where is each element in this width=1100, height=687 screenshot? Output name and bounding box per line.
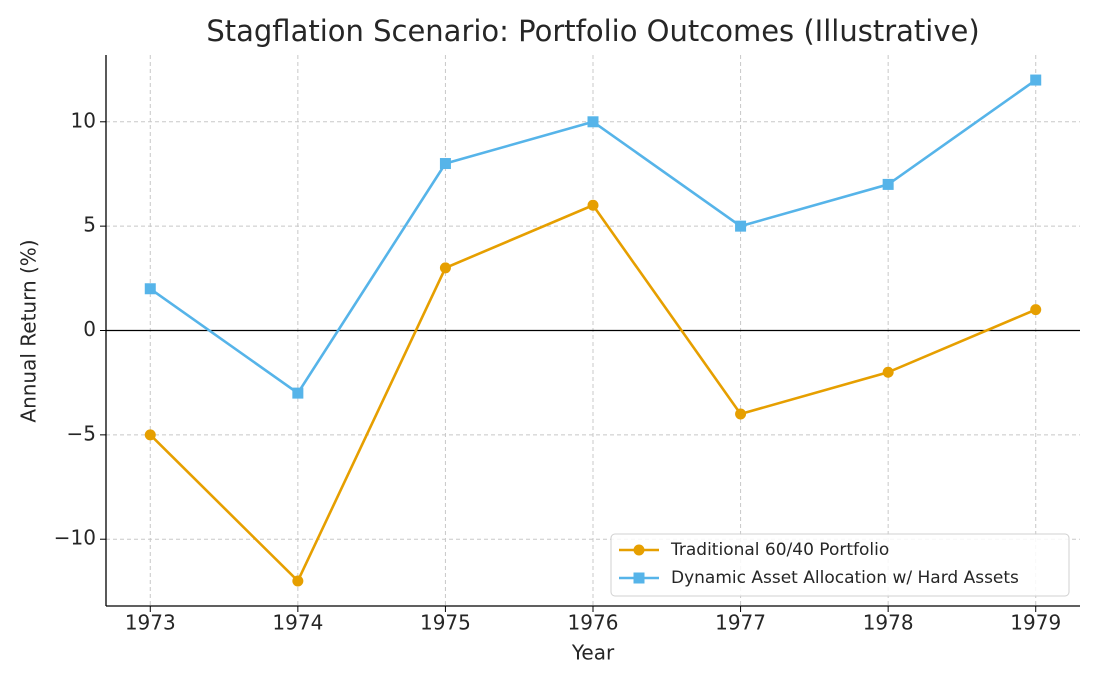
y-tick-label: 0 — [83, 317, 96, 341]
marker — [735, 408, 747, 420]
marker — [587, 116, 599, 128]
marker — [882, 366, 894, 378]
y-tick-label: 10 — [71, 108, 96, 132]
marker — [439, 158, 451, 170]
legend: Traditional 60/40 Portfolio Dynamic Asset… — [610, 533, 1070, 597]
marker — [1030, 304, 1042, 316]
y-tick-label: 5 — [83, 213, 96, 237]
x-tick-label: 1973 — [125, 611, 176, 635]
y-axis-label: Annual Return (%) — [17, 239, 41, 422]
legend-label: Traditional 60/40 Portfolio — [670, 540, 889, 560]
marker — [144, 429, 156, 441]
marker — [144, 283, 156, 295]
y-tick-label: −5 — [67, 421, 96, 445]
x-tick-label: 1974 — [272, 611, 323, 635]
y-tick-label: −10 — [54, 526, 96, 550]
legend-label: Dynamic Asset Allocation w/ Hard Assets — [671, 568, 1019, 588]
x-tick-label: 1975 — [420, 611, 471, 635]
marker — [292, 387, 304, 399]
marker — [439, 262, 451, 274]
legend-box — [610, 533, 1070, 597]
x-tick-label: 1977 — [715, 611, 766, 635]
marker — [633, 544, 645, 556]
marker — [1030, 74, 1042, 86]
marker — [882, 178, 894, 190]
x-tick-label: 1976 — [568, 611, 619, 635]
marker — [735, 220, 747, 232]
marker — [633, 572, 645, 584]
x-tick-label: 1978 — [863, 611, 914, 635]
chart-title: Stagflation Scenario: Portfolio Outcomes… — [206, 14, 979, 48]
marker — [292, 575, 304, 587]
marker — [587, 199, 599, 211]
x-tick-label: 1979 — [1010, 611, 1061, 635]
x-axis-label: Year — [571, 641, 615, 665]
